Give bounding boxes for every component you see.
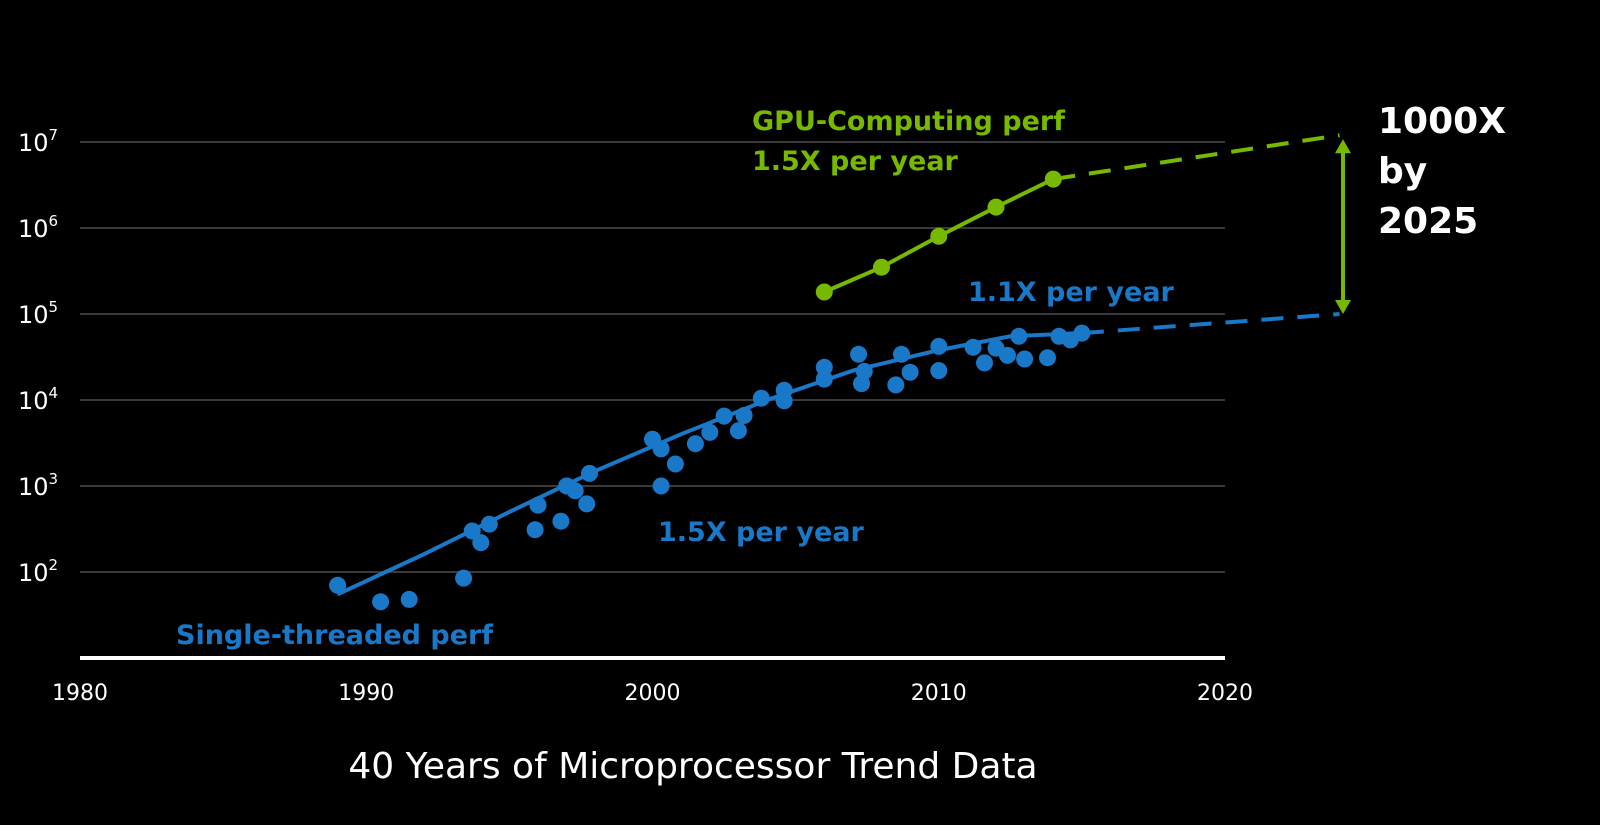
data-point xyxy=(729,422,747,440)
gap-arrow-head-top xyxy=(1335,139,1351,154)
projection-line xyxy=(1052,133,1340,182)
data-point xyxy=(1010,327,1028,345)
data-point xyxy=(930,227,948,245)
gap-label-line-3: 2025 xyxy=(1378,201,1478,242)
data-point xyxy=(552,512,570,530)
data-point xyxy=(472,534,490,552)
y-tick-label: 102 xyxy=(18,556,58,587)
data-point xyxy=(1073,324,1091,342)
chart-title: 40 Years of Microprocessor Trend Data xyxy=(348,746,1037,787)
data-point xyxy=(815,370,833,388)
gpu-series-label: GPU-Computing perf xyxy=(752,106,1065,137)
data-point xyxy=(887,376,905,394)
data-point xyxy=(480,515,498,533)
data-point xyxy=(775,392,793,410)
x-axis-ticks: 1980 1990 2000 2010 2020 xyxy=(52,681,1253,706)
data-point xyxy=(999,346,1016,364)
data-point xyxy=(815,283,833,301)
data-point xyxy=(1039,349,1056,367)
data-point xyxy=(976,354,993,372)
data-point xyxy=(526,521,544,539)
data-point xyxy=(463,522,481,540)
x-tick-label: 2000 xyxy=(625,681,681,706)
data-point xyxy=(652,477,670,495)
data-point xyxy=(686,435,704,453)
y-tick-label: 107 xyxy=(18,126,58,157)
y-tick-label: 103 xyxy=(18,470,58,501)
series-layer xyxy=(329,133,1340,611)
data-point xyxy=(578,495,596,513)
data-point xyxy=(329,576,347,594)
trend-line xyxy=(336,331,1082,597)
data-point xyxy=(873,258,890,276)
data-point xyxy=(930,337,948,355)
cpu-early-rate-label: 1.5X per year xyxy=(658,517,865,548)
grid-lines xyxy=(80,141,1225,573)
data-point xyxy=(893,345,910,363)
x-tick-label: 1990 xyxy=(338,681,394,706)
gpu-rate-label: 1.5X per year xyxy=(752,146,959,177)
gap-arrow xyxy=(1335,139,1351,314)
data-point xyxy=(400,590,418,608)
series-single-threaded xyxy=(329,312,1340,611)
gap-label-line-1: 1000X xyxy=(1378,101,1506,142)
y-axis-ticks: 102 103 104 105 106 107 xyxy=(18,126,58,587)
data-point xyxy=(652,440,670,458)
data-point xyxy=(850,345,868,363)
data-point xyxy=(715,407,733,425)
data-point xyxy=(581,464,598,482)
gap-arrow-head-bottom xyxy=(1335,300,1351,314)
data-point xyxy=(987,198,1005,216)
data-point xyxy=(752,389,770,407)
data-point xyxy=(372,593,390,611)
cpu-late-rate-label: 1.1X per year xyxy=(968,277,1175,308)
y-tick-label: 105 xyxy=(18,298,58,329)
data-point xyxy=(666,455,684,473)
data-point xyxy=(735,407,753,424)
cpu-series-label: Single-threaded perf xyxy=(176,620,493,651)
data-point xyxy=(1044,170,1062,188)
y-tick-label: 104 xyxy=(18,384,58,415)
y-tick-label: 106 xyxy=(18,212,58,243)
data-point xyxy=(815,358,833,376)
gap-label-line-2: by xyxy=(1378,151,1427,192)
x-tick-label: 2010 xyxy=(911,681,967,706)
projection-line xyxy=(1081,312,1340,336)
data-point xyxy=(855,362,873,380)
x-tick-label: 2020 xyxy=(1197,681,1253,706)
x-tick-label: 1980 xyxy=(52,681,108,706)
data-point xyxy=(529,496,547,514)
data-point xyxy=(964,338,982,356)
series-gpu xyxy=(815,133,1340,301)
annotations: GPU-Computing perf 1.5X per year 1.1X pe… xyxy=(176,101,1506,651)
data-point xyxy=(930,362,948,380)
data-point xyxy=(1016,350,1034,368)
data-point xyxy=(566,482,584,500)
data-point xyxy=(455,569,473,587)
data-point xyxy=(701,423,719,441)
data-point xyxy=(901,363,919,381)
